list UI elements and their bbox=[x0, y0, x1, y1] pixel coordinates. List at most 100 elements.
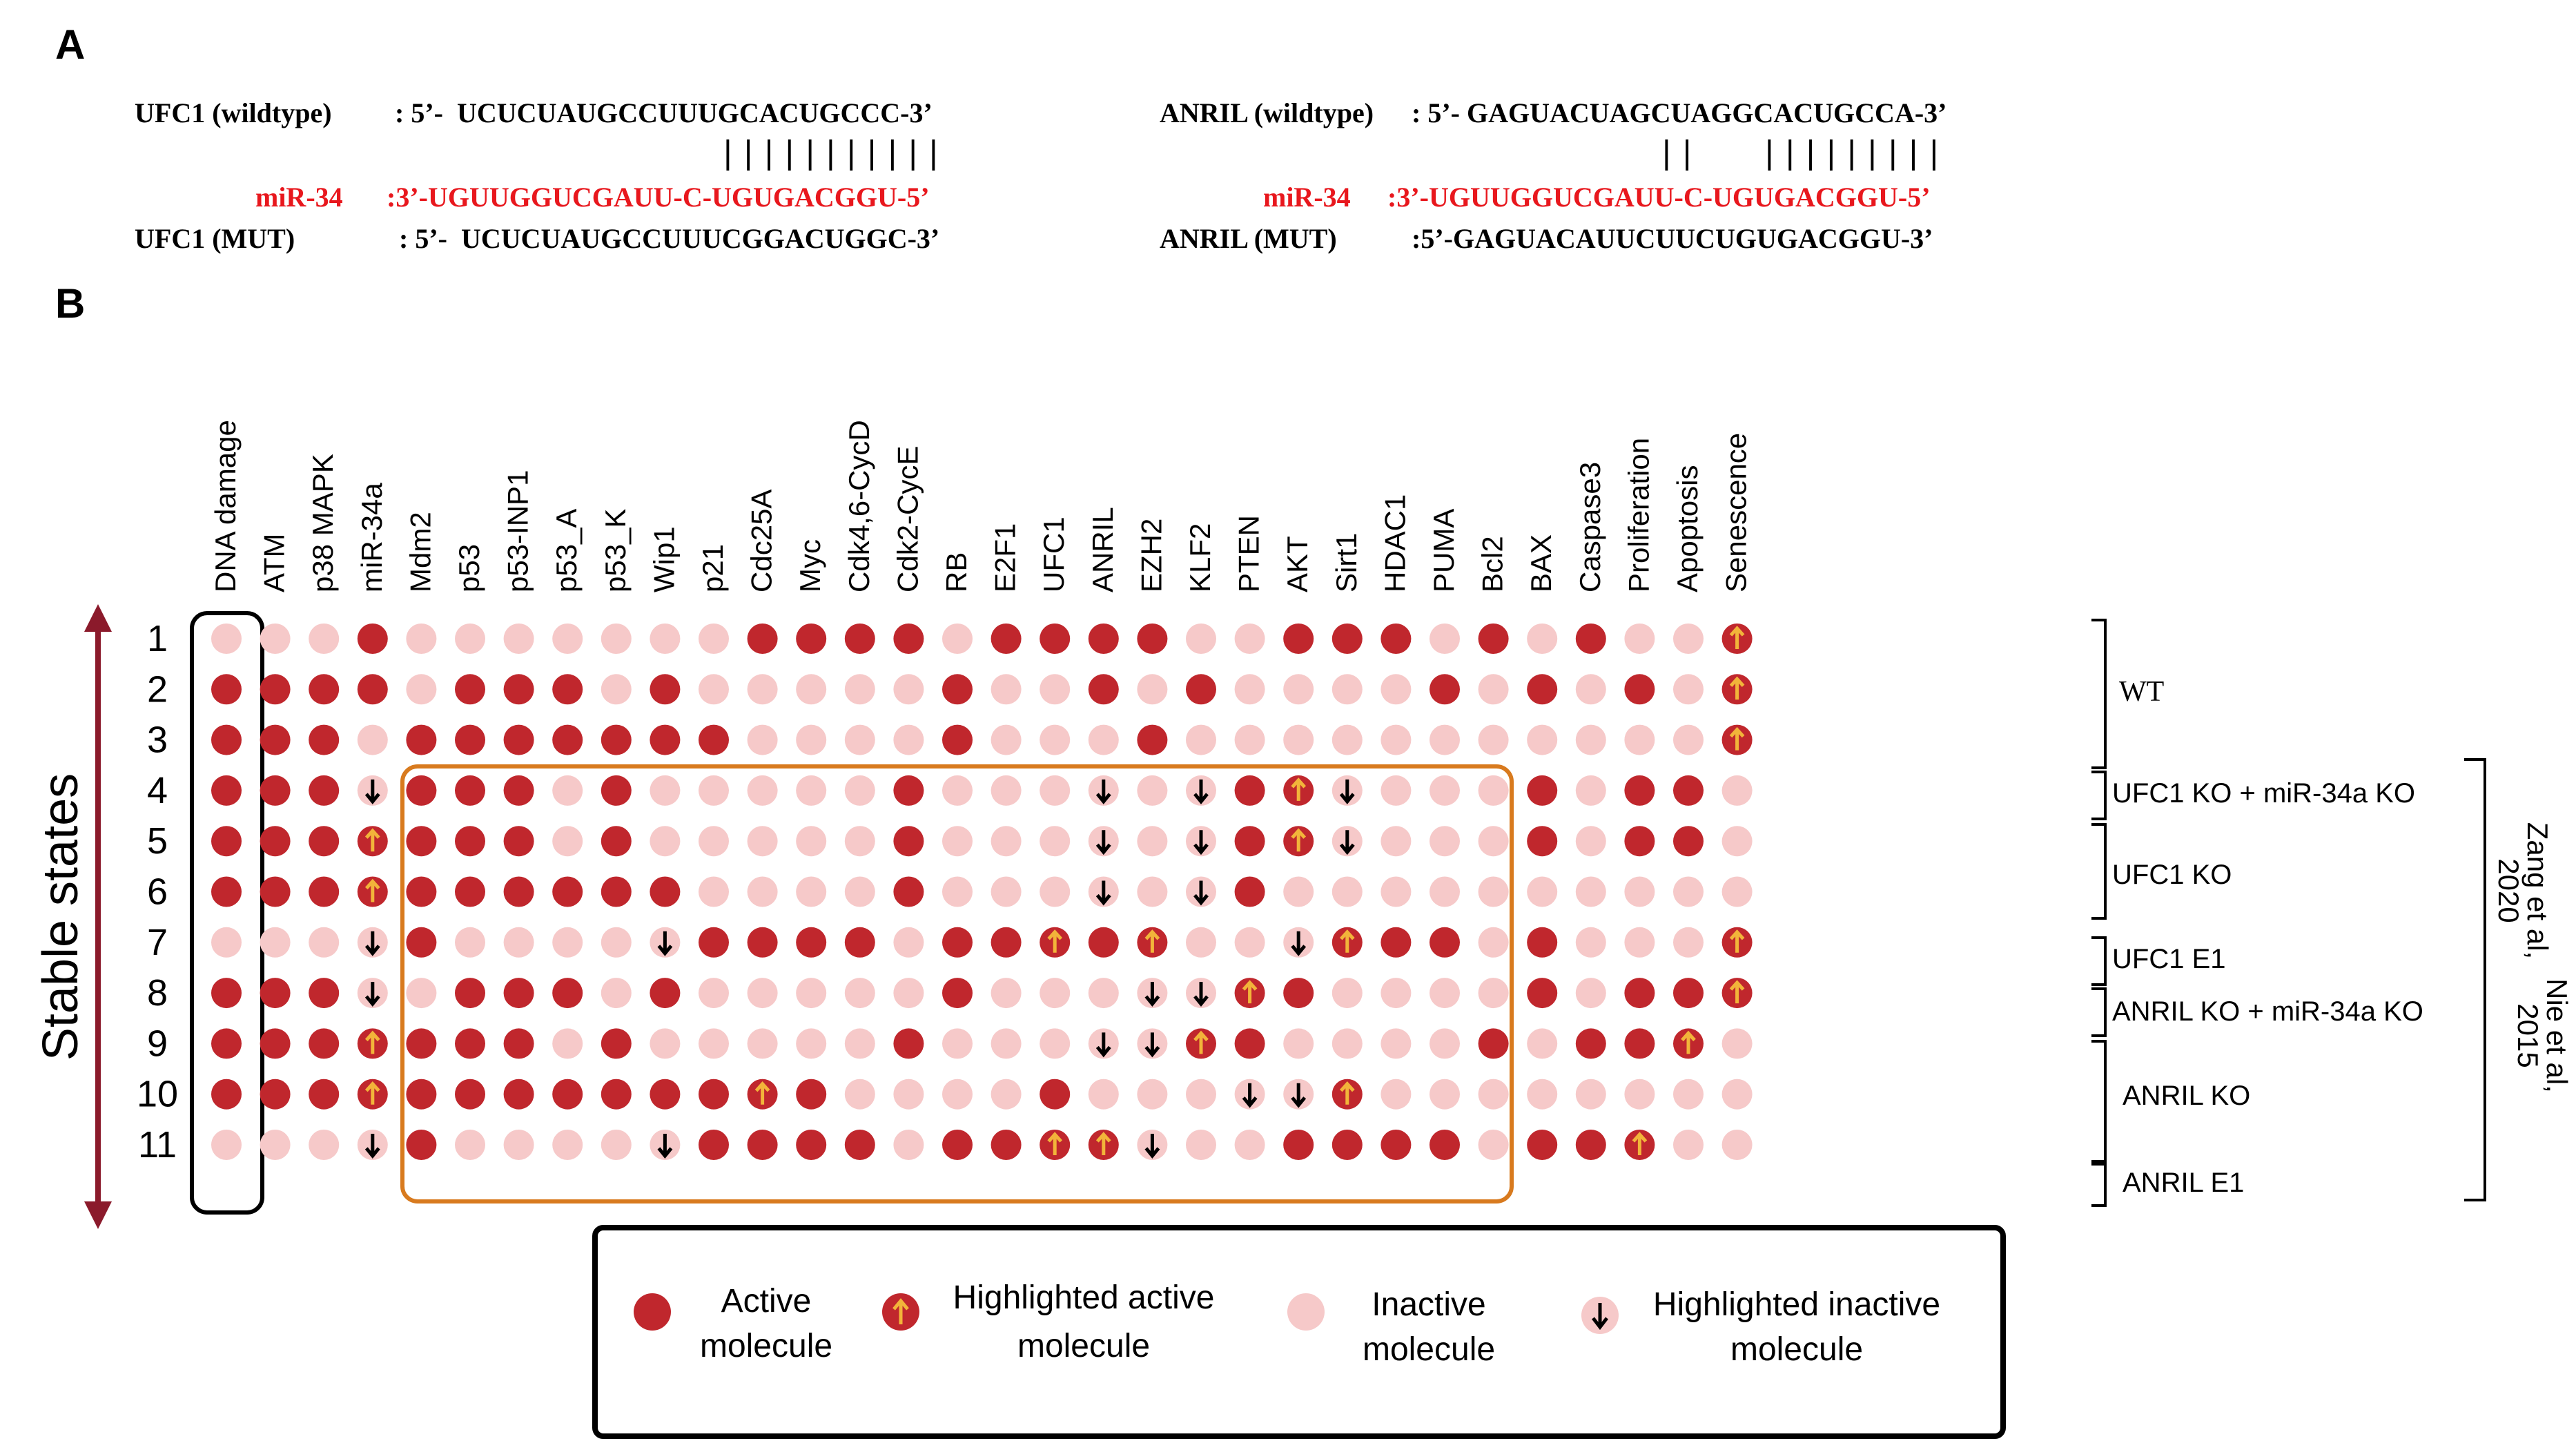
state-cell bbox=[1624, 1079, 1655, 1110]
state-cell bbox=[211, 775, 242, 806]
state-cell bbox=[601, 978, 632, 1009]
highlight-down-arrow-icon bbox=[657, 931, 673, 956]
group-label-anril-e1: ANRIL E1 bbox=[2123, 1168, 2244, 1198]
active-molecule bbox=[1478, 624, 1509, 654]
state-cell bbox=[211, 624, 242, 654]
active-molecule bbox=[309, 876, 340, 907]
inactive-molecule bbox=[699, 775, 729, 806]
active-molecule bbox=[552, 674, 583, 705]
inactive-molecule bbox=[1040, 876, 1071, 907]
state-cell bbox=[1380, 876, 1412, 907]
state-cell bbox=[1283, 1028, 1314, 1059]
state-cell bbox=[1088, 978, 1119, 1009]
state-cell bbox=[1430, 927, 1460, 958]
state-cell bbox=[1527, 826, 1558, 857]
state-cell bbox=[1331, 927, 1363, 958]
state-cell bbox=[1575, 1130, 1606, 1160]
active-molecule bbox=[893, 1028, 924, 1059]
state-cell bbox=[1527, 624, 1558, 654]
active-molecule bbox=[211, 1028, 242, 1059]
state-cell bbox=[893, 674, 924, 705]
inactive-molecule bbox=[1575, 1079, 1606, 1110]
active-molecule bbox=[552, 724, 583, 755]
inactive-molecule bbox=[1673, 724, 1704, 755]
state-cell bbox=[1478, 978, 1509, 1009]
state-cell bbox=[211, 978, 242, 1009]
state-cell bbox=[1575, 674, 1606, 705]
ufc1-base-pairing: ||||||||||| bbox=[718, 137, 944, 174]
column-label: Mdm2 bbox=[404, 512, 436, 592]
inactive-molecule bbox=[650, 775, 681, 806]
inactive-molecule bbox=[1380, 775, 1412, 806]
state-cell bbox=[1430, 775, 1460, 806]
state-cell bbox=[893, 927, 924, 958]
inactive-molecule bbox=[1380, 876, 1412, 907]
inactive-molecule bbox=[1186, 927, 1216, 958]
state-cell bbox=[747, 826, 778, 857]
inactive-molecule bbox=[260, 1130, 291, 1160]
state-cell bbox=[211, 1079, 242, 1110]
state-cell bbox=[1673, 1028, 1704, 1059]
active-molecule bbox=[211, 775, 242, 806]
legend-highlighted-active-arrow bbox=[892, 1298, 909, 1324]
active-molecule bbox=[260, 876, 291, 907]
active-molecule bbox=[1527, 826, 1558, 857]
state-cell bbox=[844, 1130, 875, 1160]
inactive-molecule bbox=[1331, 724, 1363, 755]
state-cell bbox=[1575, 1028, 1606, 1059]
column-label: ATM bbox=[258, 533, 291, 592]
state-cell bbox=[1430, 1028, 1460, 1059]
inactive-molecule bbox=[552, 624, 583, 654]
group-label-ufc1-ko: UFC1 KO bbox=[2112, 860, 2232, 890]
state-cell bbox=[601, 624, 632, 654]
state-cell bbox=[309, 978, 340, 1009]
state-cell bbox=[503, 1079, 534, 1110]
state-cell bbox=[1673, 775, 1704, 806]
state-cell bbox=[1527, 724, 1558, 755]
inactive-molecule bbox=[747, 826, 778, 857]
mir34-sequence-left: :3’-UGUUGGUCGAUU-C-UGUGACGGU-5’ bbox=[387, 182, 930, 213]
state-cell bbox=[991, 978, 1022, 1009]
inactive-molecule bbox=[747, 775, 778, 806]
inactive-molecule bbox=[406, 978, 437, 1009]
state-cell bbox=[942, 1028, 973, 1059]
state-cell bbox=[1673, 624, 1704, 654]
state-cell bbox=[260, 826, 291, 857]
active-molecule bbox=[503, 775, 534, 806]
active-molecule bbox=[1624, 826, 1655, 857]
state-cell bbox=[1040, 978, 1071, 1009]
active-molecule bbox=[503, 876, 534, 907]
column-label: Myc bbox=[794, 539, 826, 592]
inactive-molecule bbox=[1430, 724, 1460, 755]
state-cell bbox=[1283, 1079, 1314, 1110]
state-cell bbox=[552, 724, 583, 755]
inactive-molecule bbox=[796, 1028, 827, 1059]
inactive-molecule bbox=[1478, 826, 1509, 857]
inactive-molecule bbox=[1234, 624, 1265, 654]
state-cell bbox=[650, 876, 681, 907]
inactive-molecule bbox=[1380, 1079, 1412, 1110]
inactive-molecule bbox=[211, 927, 242, 958]
inactive-molecule bbox=[1186, 1079, 1216, 1110]
highlight-down-arrow-icon bbox=[1242, 1083, 1258, 1108]
column-label: ANRIL bbox=[1086, 507, 1119, 592]
ufc1-wildtype-sequence: : 5’- UCUCUAUGCCUUUGCACUGCCC-3’ bbox=[395, 97, 933, 128]
state-cell bbox=[942, 674, 973, 705]
inactive-molecule bbox=[699, 826, 729, 857]
mir34-sequence-right: :3’-UGUUGGUCGAUU-C-UGUGACGGU-5’ bbox=[1387, 182, 1931, 213]
inactive-molecule bbox=[1673, 674, 1704, 705]
active-molecule bbox=[406, 775, 437, 806]
ufc1-mut-name: UFC1 (MUT) bbox=[135, 223, 295, 254]
active-molecule bbox=[1137, 724, 1168, 755]
inactive-molecule bbox=[1673, 1130, 1704, 1160]
active-molecule bbox=[503, 1079, 534, 1110]
highlight-down-arrow-icon bbox=[1193, 880, 1209, 906]
state-cell bbox=[1137, 876, 1168, 907]
state-cell bbox=[211, 1130, 242, 1160]
state-cell bbox=[357, 1028, 388, 1059]
state-cell bbox=[1234, 624, 1265, 654]
inactive-molecule bbox=[1331, 978, 1363, 1009]
anril-wildtype-name: ANRIL (wildtype) bbox=[1160, 97, 1374, 128]
state-cell bbox=[1283, 674, 1314, 705]
active-molecule bbox=[601, 724, 632, 755]
